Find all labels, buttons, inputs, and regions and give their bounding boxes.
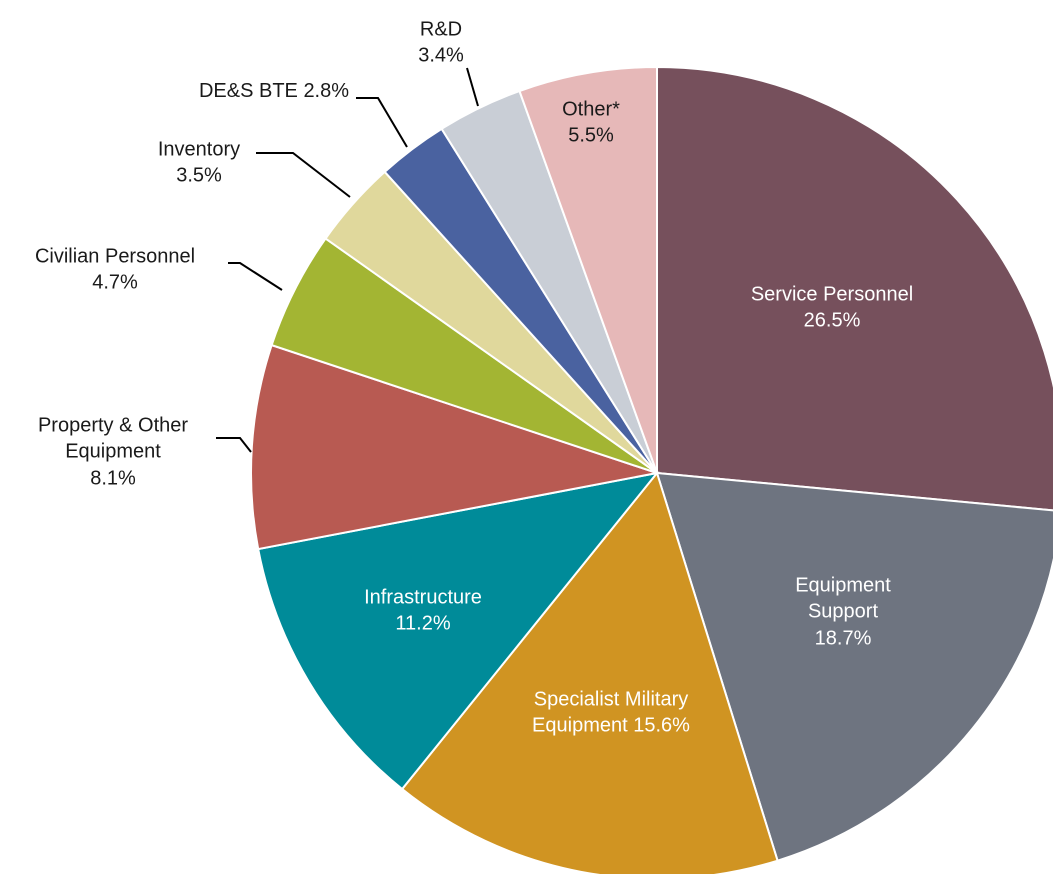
pie-slice bbox=[655, 471, 1053, 862]
leader-line bbox=[216, 437, 252, 453]
slice-label: Specialist Military Equipment 15.6% bbox=[496, 687, 726, 740]
value-label: 11.2% bbox=[395, 613, 451, 635]
category-label: Specialist Military Equipment bbox=[532, 688, 689, 737]
pie-slice bbox=[257, 471, 660, 791]
category-label: DE&S BTE bbox=[198, 79, 298, 102]
category-label: Other* bbox=[562, 98, 620, 121]
slice-label: DE&S BTE 2.8% bbox=[144, 78, 404, 104]
value-label: 3.4% bbox=[418, 45, 464, 67]
leader-line bbox=[256, 152, 351, 198]
slice-label: Infrastructure 11.2% bbox=[323, 585, 523, 638]
slice-label: Equipment Support 18.7% bbox=[773, 572, 913, 651]
value-label: 3.5% bbox=[176, 165, 222, 187]
pie-slice bbox=[250, 343, 661, 551]
leader-lines bbox=[216, 67, 479, 453]
value-label: 15.6% bbox=[633, 715, 690, 737]
leader-line bbox=[228, 262, 283, 291]
leader-line bbox=[466, 67, 479, 107]
slice-label: Other* 5.5% bbox=[541, 97, 641, 150]
category-label: Inventory bbox=[157, 138, 241, 161]
leader-line bbox=[356, 97, 408, 148]
value-label: 8.1% bbox=[90, 467, 136, 490]
value-label: 26.5% bbox=[803, 310, 861, 332]
category-label: Service Personnel bbox=[750, 283, 914, 306]
slice-label: Inventory 3.5% bbox=[124, 137, 274, 190]
slice-label: Civilian Personnel 4.7% bbox=[0, 244, 235, 297]
category-label: Civilian Personnel bbox=[34, 245, 196, 268]
value-label: 2.8% bbox=[303, 79, 350, 102]
slice-label: Service Personnel 26.5% bbox=[702, 282, 962, 335]
category-label: Equipment Support bbox=[795, 574, 891, 623]
pie-slice bbox=[400, 470, 779, 874]
category-label: Infrastructure bbox=[364, 586, 482, 609]
category-label: R&D bbox=[419, 18, 463, 41]
value-label: 4.7% bbox=[92, 272, 138, 294]
slice-label: Property & Other Equipment 8.1% bbox=[3, 412, 223, 491]
pie-slice bbox=[518, 65, 658, 474]
slices bbox=[250, 65, 1053, 874]
category-label: Property & Other Equipment bbox=[37, 414, 189, 463]
value-label: 18.7% bbox=[814, 627, 872, 650]
pie-slice bbox=[656, 65, 1053, 512]
slice-label: R&D 3.4% bbox=[391, 17, 491, 70]
value-label: 5.5% bbox=[568, 125, 614, 147]
